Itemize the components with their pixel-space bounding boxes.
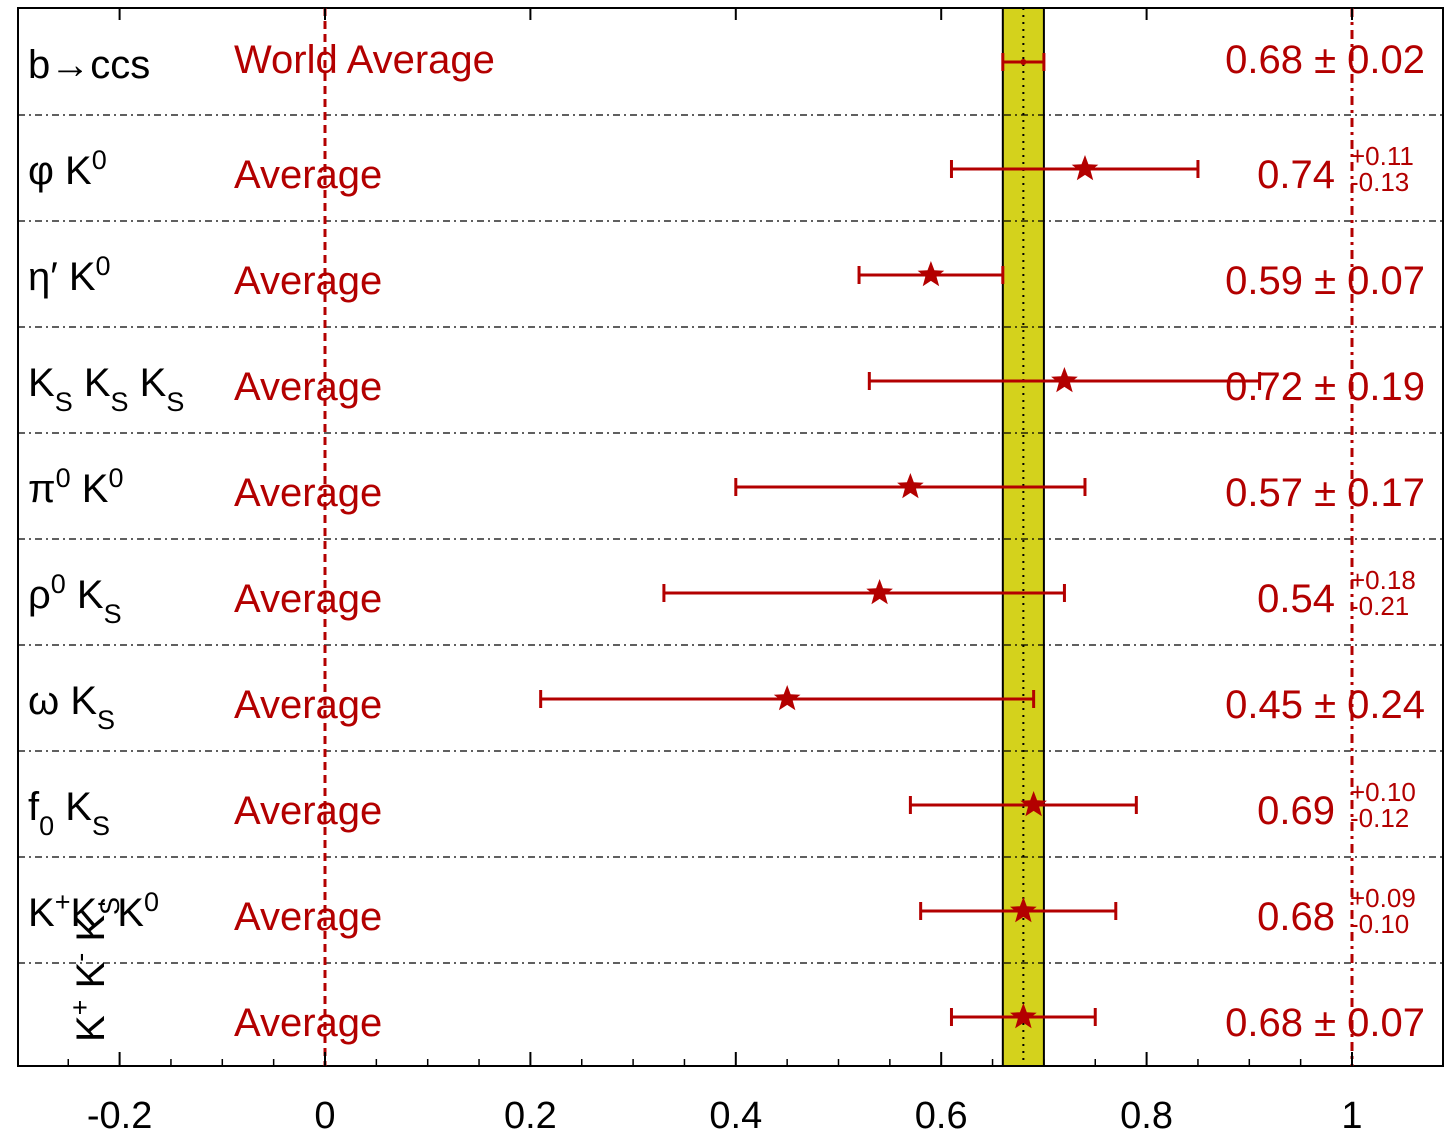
value-text: 0.59 ± 0.07 [1225,259,1425,303]
value-plus-error: +0.09 [1350,883,1416,913]
x-tick-label: 0.2 [504,1095,557,1135]
value-minus-error: -0.12 [1350,803,1409,833]
plot-frame [17,7,1444,1067]
average-label: Average [234,365,382,409]
decay-mode-label: η′ K0 [28,251,111,299]
decay-mode-label: b→ccs [28,43,150,87]
value-text: 0.69 [1257,789,1335,833]
value-minus-error: -0.13 [1350,167,1409,197]
data-point-star [897,473,924,499]
decay-mode-label: π0 K0 [28,463,123,511]
x-tick-label: 0.6 [915,1095,968,1135]
value-plus-error: +0.11 [1350,141,1414,171]
data-point-star [1010,1003,1037,1029]
x-tick-label: 1 [1341,1095,1362,1135]
value-minus-error: -0.21 [1350,591,1409,621]
value-text: 0.74 [1257,153,1335,197]
data-point-star [1071,155,1099,181]
average-label: Average [234,1001,382,1045]
x-tick-label: 0.4 [709,1095,762,1135]
average-label: Average [234,259,382,303]
x-tick-label: 0.8 [1120,1095,1173,1135]
value-text: 0.45 ± 0.24 [1225,683,1425,727]
average-label: World Average [234,38,495,82]
decay-mode-label: ω KS [28,679,115,735]
average-label: Average [234,789,382,833]
data-point-star [1051,367,1078,393]
average-label: Average [234,683,382,727]
decay-mode-label: KS KS KS [28,361,184,417]
decay-mode-label: ρ0 KS [28,569,122,629]
decay-mode-label: K+ K- KS [65,897,125,1042]
data-point-star [773,685,801,711]
average-label: Average [234,577,382,621]
value-text: 0.54 [1257,577,1335,621]
value-plus-error: +0.10 [1350,777,1416,807]
decay-mode-label: φ K0 [28,145,107,193]
data-point-star [1010,897,1037,923]
value-plus-error: +0.18 [1350,565,1416,595]
data-point-star [866,579,893,605]
data-point-star [917,261,945,287]
value-text: 0.72 ± 0.19 [1225,365,1425,409]
decay-mode-label: K+K- K0 [28,887,159,935]
value-text: 0.68 ± 0.02 [1225,38,1425,82]
data-point [1020,59,1027,65]
value-text: 0.68 ± 0.07 [1225,1001,1425,1045]
value-minus-error: -0.10 [1350,909,1409,939]
data-point-star [1020,791,1047,817]
average-label: Average [234,895,382,939]
decay-mode-label: f0 KS [28,785,110,841]
value-text: 0.57 ± 0.17 [1225,471,1425,515]
x-tick-label: -0.2 [87,1095,152,1135]
average-label: Average [234,471,382,515]
value-text: 0.68 [1257,895,1335,939]
x-tick-label: 0 [314,1095,335,1135]
average-label: Average [234,153,382,197]
